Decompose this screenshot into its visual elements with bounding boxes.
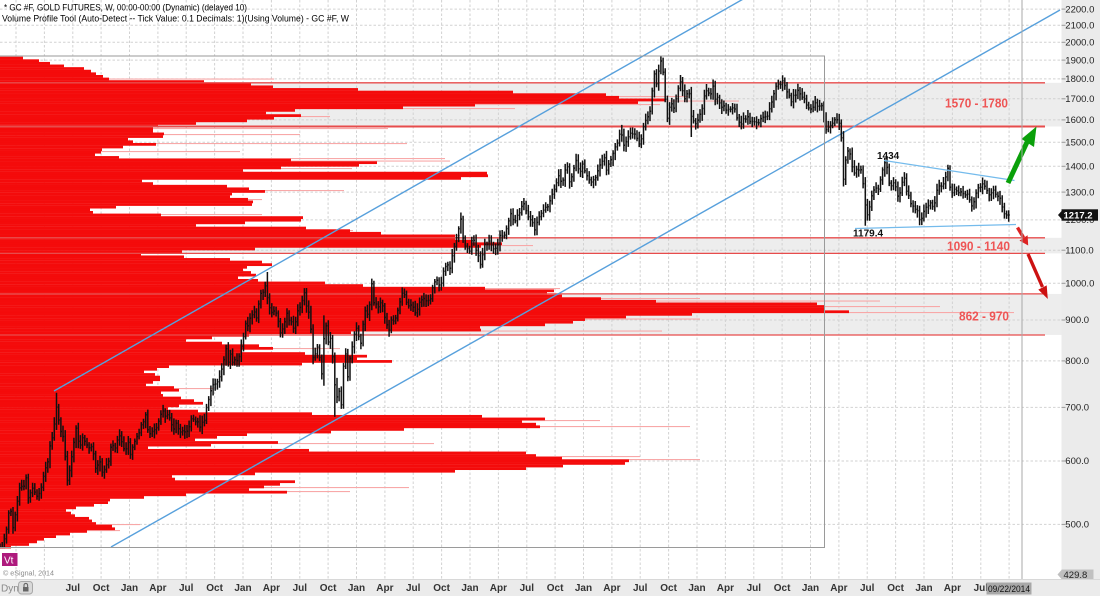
svg-text:Volume Profile Tool (Auto-Dete: Volume Profile Tool (Auto-Detect -- Tick…: [2, 14, 349, 24]
svg-text:Apr: Apr: [944, 583, 961, 594]
svg-text:Jul: Jul: [747, 583, 762, 594]
svg-text:Oct: Oct: [320, 583, 337, 594]
svg-text:2100.0: 2100.0: [1065, 21, 1094, 32]
svg-text:Dyn: Dyn: [1, 584, 19, 595]
svg-text:2000.0: 2000.0: [1065, 38, 1094, 49]
svg-text:1800.0: 1800.0: [1065, 74, 1094, 85]
svg-text:2200.0: 2200.0: [1065, 4, 1094, 15]
svg-text:1300.0: 1300.0: [1065, 187, 1094, 198]
svg-text:1570 - 1780: 1570 - 1780: [945, 96, 1008, 111]
svg-text:Oct: Oct: [660, 583, 677, 594]
svg-text:09/22/2014: 09/22/2014: [988, 584, 1030, 594]
svg-text:1600.0: 1600.0: [1065, 115, 1094, 126]
svg-text:Jan: Jan: [348, 583, 365, 594]
svg-text:Jul: Jul: [520, 583, 535, 594]
svg-text:Jul: Jul: [179, 583, 194, 594]
svg-text:Jul: Jul: [66, 583, 81, 594]
svg-text:Jan: Jan: [915, 583, 932, 594]
svg-text:Jul: Jul: [406, 583, 421, 594]
svg-text:1500.0: 1500.0: [1065, 138, 1094, 149]
svg-text:800.0: 800.0: [1065, 356, 1089, 367]
svg-text:1100.0: 1100.0: [1065, 245, 1093, 256]
svg-text:Jul: Jul: [633, 583, 648, 594]
svg-text:Jul: Jul: [974, 583, 989, 594]
svg-text:1000.0: 1000.0: [1065, 279, 1094, 290]
svg-text:Jan: Jan: [802, 583, 819, 594]
svg-text:Jul: Jul: [860, 583, 875, 594]
svg-text:1700.0: 1700.0: [1065, 94, 1094, 105]
svg-text:862 - 970: 862 - 970: [959, 309, 1009, 324]
svg-text:Oct: Oct: [774, 583, 791, 594]
svg-text:Apr: Apr: [376, 583, 393, 594]
svg-text:* GC #F, GOLD FUTURES, W, 00:0: * GC #F, GOLD FUTURES, W, 00:00-00:00 (D…: [4, 3, 247, 13]
svg-text:700.0: 700.0: [1065, 403, 1089, 414]
svg-text:Oct: Oct: [93, 583, 110, 594]
svg-text:Jan: Jan: [461, 583, 478, 594]
svg-text:Apr: Apr: [603, 583, 620, 594]
svg-text:Oct: Oct: [433, 583, 450, 594]
svg-text:Apr: Apr: [263, 583, 280, 594]
svg-text:Jan: Jan: [688, 583, 705, 594]
svg-text:Vt: Vt: [4, 556, 14, 567]
svg-text:429.8: 429.8: [1064, 570, 1088, 581]
svg-text:© eSignal, 2014: © eSignal, 2014: [3, 569, 54, 578]
svg-text:Jan: Jan: [234, 583, 251, 594]
svg-text:Jul: Jul: [293, 583, 308, 594]
svg-text:Apr: Apr: [830, 583, 847, 594]
svg-text:Jan: Jan: [121, 583, 138, 594]
svg-text:1179.4: 1179.4: [853, 229, 883, 240]
svg-text:Oct: Oct: [887, 583, 904, 594]
svg-text:Oct: Oct: [547, 583, 564, 594]
svg-text:Apr: Apr: [717, 583, 734, 594]
svg-text:500.0: 500.0: [1065, 520, 1089, 531]
svg-text:1090 - 1140: 1090 - 1140: [947, 239, 1010, 254]
svg-text:Apr: Apr: [490, 583, 507, 594]
svg-text:1400.0: 1400.0: [1065, 162, 1094, 173]
svg-text:900.0: 900.0: [1065, 315, 1089, 326]
svg-text:Jan: Jan: [575, 583, 592, 594]
svg-text:Oct: Oct: [206, 583, 223, 594]
svg-text:600.0: 600.0: [1065, 456, 1089, 467]
svg-text:1217.2: 1217.2: [1064, 210, 1093, 221]
svg-text:1900.0: 1900.0: [1065, 55, 1094, 66]
svg-text:1434: 1434: [877, 151, 900, 162]
svg-text:Apr: Apr: [149, 583, 166, 594]
